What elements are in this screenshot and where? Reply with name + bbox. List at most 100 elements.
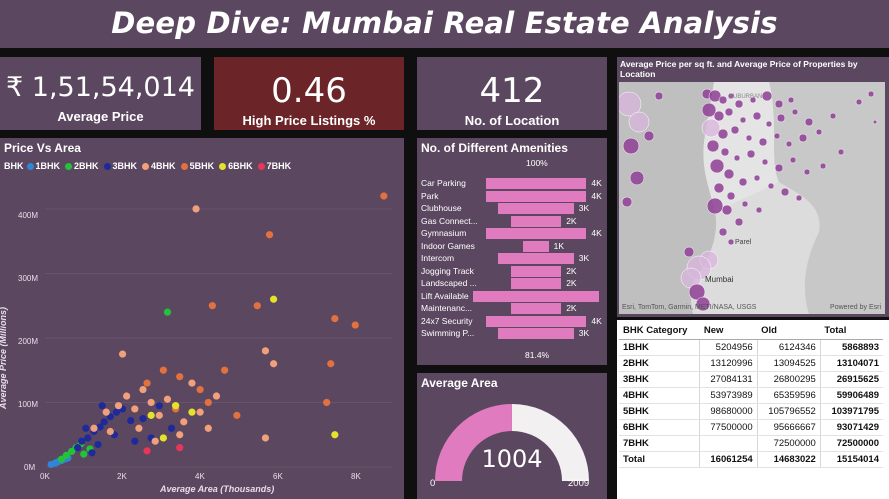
scatter-point-3bhk[interactable]: [98, 402, 106, 410]
average-area-panel[interactable]: Average Area 1004 0 2009: [417, 373, 607, 499]
map-bubble[interactable]: [718, 95, 728, 105]
scatter-point-5bhk[interactable]: [380, 192, 388, 200]
map-bubble[interactable]: [718, 227, 728, 237]
map-bubble[interactable]: [795, 194, 803, 202]
scatter-point-5bhk[interactable]: [351, 321, 359, 329]
map-bubble[interactable]: [721, 204, 733, 216]
scatter-plot[interactable]: [0, 138, 404, 499]
scatter-point-7bhk[interactable]: [143, 447, 151, 455]
legend-item-7bhk[interactable]: 7BHK: [257, 161, 291, 171]
table-row[interactable]: 5BHK 98680000 105796552 103971795: [619, 403, 883, 420]
map-bubble[interactable]: [708, 89, 722, 103]
scatter-point-5bhk[interactable]: [253, 302, 261, 310]
scatter-point-5bhk[interactable]: [208, 302, 216, 310]
scatter-point-3bhk[interactable]: [131, 437, 139, 445]
table-row[interactable]: Total 16061254 14683022 15154014: [619, 451, 883, 468]
map-bubble[interactable]: [774, 163, 784, 173]
scatter-point-5bhk[interactable]: [143, 379, 151, 387]
scatter-point-3bhk[interactable]: [112, 408, 121, 416]
scatter-point-3bhk[interactable]: [88, 449, 96, 457]
scatter-point-3bhk[interactable]: [155, 402, 163, 410]
map-canvas[interactable]: SUBURBAN Parel Mumbai Esri, TomTom, Garm…: [619, 82, 885, 314]
map-bubble[interactable]: [723, 168, 735, 180]
scatter-point-4bhk[interactable]: [90, 424, 98, 432]
scatter-point-5bhk[interactable]: [265, 231, 274, 239]
map-bubble[interactable]: [713, 110, 725, 122]
map-bubble[interactable]: [734, 99, 744, 109]
amenity-bar[interactable]: [510, 303, 562, 314]
scatter-point-5bhk[interactable]: [204, 398, 212, 407]
amenity-bar[interactable]: [510, 265, 562, 277]
legend-item-3bhk[interactable]: 3BHK: [103, 161, 137, 171]
map-bubble[interactable]: [761, 158, 769, 166]
scatter-panel[interactable]: Price Vs Area BHK 1BHK 2BHK 3BHK 4BHK 5B…: [0, 138, 404, 499]
table-header[interactable]: Old: [757, 322, 821, 340]
scatter-point-5bhk[interactable]: [327, 360, 335, 368]
legend-item-4bhk[interactable]: 4BHK: [142, 161, 176, 171]
map-bubble[interactable]: [628, 111, 650, 133]
scatter-point-4bhk[interactable]: [114, 402, 123, 410]
scatter-point-4bhk[interactable]: [135, 424, 143, 432]
scatter-point-3bhk[interactable]: [127, 416, 135, 425]
scatter-point-3bhk[interactable]: [74, 444, 82, 452]
map-bubble[interactable]: [734, 217, 744, 227]
map-bubble[interactable]: [789, 156, 797, 164]
table-header[interactable]: Total: [820, 322, 883, 340]
scatter-point-2bhk[interactable]: [163, 308, 172, 316]
bhk-table[interactable]: BHK Category New Old Total 1BHK 5204956 61…: [619, 322, 883, 468]
map-bubble[interactable]: [749, 96, 757, 104]
amenity-row[interactable]: Intercom 3K: [417, 253, 607, 266]
map-bubble[interactable]: [706, 197, 724, 215]
amenity-row[interactable]: Lift Available: [417, 290, 607, 304]
map-bubble[interactable]: [733, 154, 741, 162]
scatter-point-4bhk[interactable]: [261, 434, 270, 442]
table-row[interactable]: 2BHK 13120996 13094525 13104071: [619, 355, 883, 372]
scatter-point-7bhk[interactable]: [176, 444, 184, 452]
map-bubble[interactable]: [773, 132, 781, 140]
scatter-point-4bhk[interactable]: [123, 392, 131, 400]
map-bubble[interactable]: [776, 113, 786, 123]
table-row[interactable]: 4BHK 53973989 65359596 59906489: [619, 387, 883, 404]
map-bubble[interactable]: [643, 130, 655, 142]
kpi-locations[interactable]: 412 No. of Location: [417, 57, 607, 130]
legend-item-1bhk[interactable]: 1BHK: [26, 161, 60, 171]
map-bubble[interactable]: [720, 147, 730, 157]
amenity-row[interactable]: Park 4K: [417, 190, 607, 204]
amenity-row[interactable]: Landscaped ... 2K: [417, 278, 607, 291]
scatter-point-3bhk[interactable]: [167, 424, 176, 432]
map-bubble[interactable]: [739, 116, 747, 124]
map-bubble[interactable]: [753, 174, 761, 182]
scatter-point-5bhk[interactable]: [159, 366, 167, 374]
scatter-point-4bhk[interactable]: [155, 411, 163, 419]
scatter-point-4bhk[interactable]: [147, 398, 155, 407]
map-bubble[interactable]: [695, 296, 711, 312]
amenity-bar[interactable]: [485, 228, 587, 239]
scatter-point-3bhk[interactable]: [84, 434, 92, 442]
map-bubble[interactable]: [787, 96, 795, 104]
map-bubble[interactable]: [819, 162, 827, 170]
scatter-point-2bhk[interactable]: [80, 450, 88, 458]
amenity-row[interactable]: Maintenanc... 2K: [417, 303, 607, 316]
map-bubble[interactable]: [780, 187, 790, 197]
scatter-point-4bhk[interactable]: [106, 427, 114, 436]
scatter-point-4bhk[interactable]: [261, 347, 270, 355]
amenity-row[interactable]: Car Parking 4K: [417, 178, 607, 191]
scatter-point-6bhk[interactable]: [331, 431, 339, 439]
map-bubble[interactable]: [629, 170, 645, 186]
amenity-bar[interactable]: [485, 190, 587, 202]
map-bubble[interactable]: [724, 107, 734, 117]
map-bubble[interactable]: [619, 91, 642, 117]
scatter-point-6bhk[interactable]: [270, 295, 278, 303]
scatter-point-5bhk[interactable]: [323, 398, 331, 407]
scatter-point-5bhk[interactable]: [221, 366, 229, 374]
map-bubble[interactable]: [765, 120, 773, 128]
map-bubble[interactable]: [774, 99, 784, 109]
scatter-point-3bhk[interactable]: [96, 423, 104, 431]
scatter-point-2bhk[interactable]: [57, 455, 65, 463]
scatter-point-4bhk[interactable]: [270, 360, 278, 368]
map-bubble[interactable]: [713, 182, 725, 194]
map-bubble[interactable]: [622, 137, 640, 155]
amenity-bar[interactable]: [498, 253, 574, 264]
amenity-row[interactable]: Swimming P... 3K: [417, 328, 607, 341]
scatter-point-4bhk[interactable]: [180, 418, 188, 426]
